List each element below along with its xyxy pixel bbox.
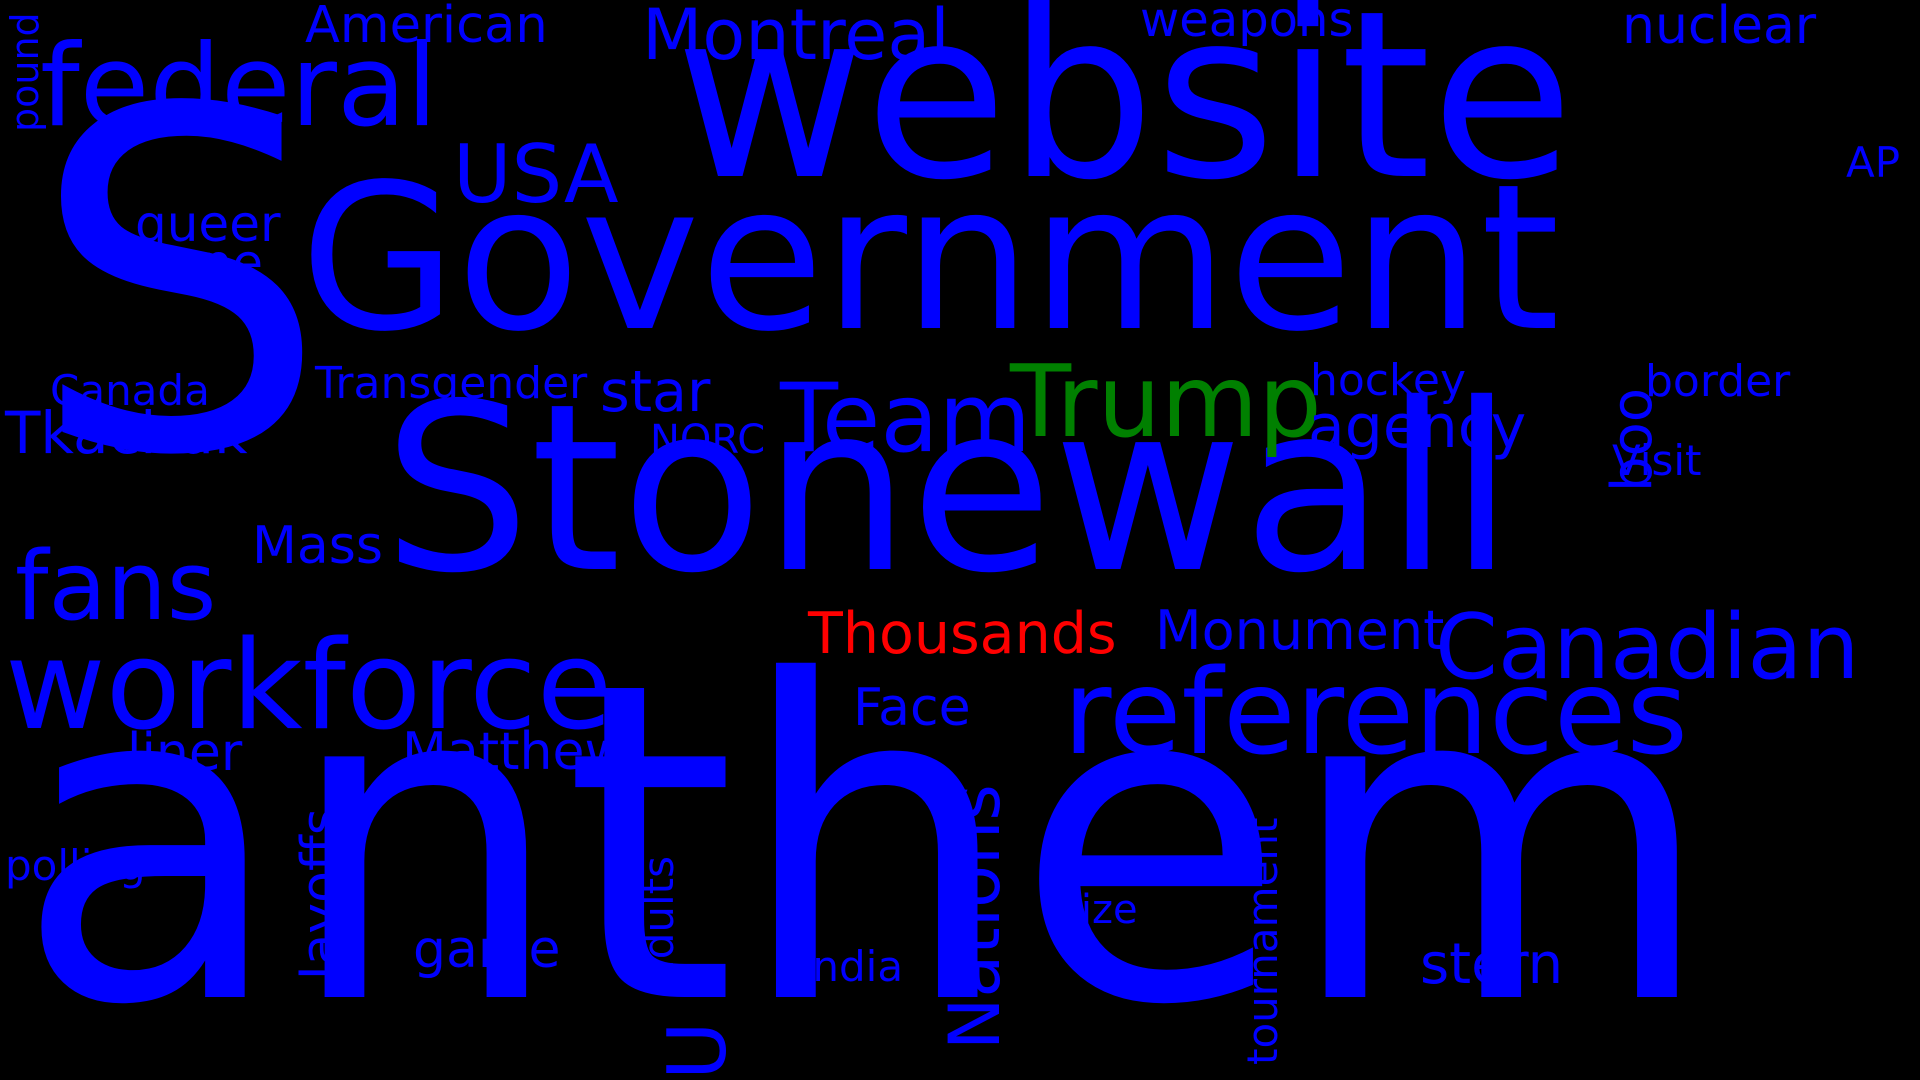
word-size: size (1060, 887, 1138, 933)
word-visit: Visit (1612, 436, 1702, 485)
word-fans: fans (15, 532, 217, 642)
word-monument: Monument (1155, 599, 1445, 662)
word-website: website (675, 0, 1574, 231)
word-star: star (600, 359, 711, 425)
word-face: Face (853, 678, 971, 738)
word-trump: Trump (1010, 343, 1322, 460)
word-norc: NORC (650, 417, 766, 463)
word-montreal: Montreal (642, 0, 950, 76)
word-canada: Canada (50, 366, 210, 415)
word-agency: agency (1308, 392, 1527, 462)
word-government: Government (300, 140, 1560, 376)
word-liner: liner (127, 723, 243, 783)
word-one: one (170, 234, 264, 292)
word-canadian: Canadian (1435, 595, 1860, 700)
word-tkachuk: Tkachuk (5, 399, 248, 467)
word-weapons: weapons (1140, 0, 1354, 48)
word-game: game (413, 920, 561, 980)
word-u: U (651, 1021, 744, 1080)
word-s: S (30, 11, 329, 558)
word-references: references (1063, 643, 1688, 781)
word-border: border (1645, 356, 1791, 407)
word-boo: boo (1600, 387, 1665, 492)
word-stonewall: Stonewall (383, 354, 1514, 624)
word-transgender: Transgender (315, 358, 588, 409)
word-workforce: workforce (5, 615, 613, 758)
word-matthew: Matthew (402, 722, 627, 782)
word-anthem: anthem (15, 589, 1715, 1080)
word-adults: adults (634, 855, 683, 985)
word-federal: federal (40, 20, 438, 152)
word-mass: Mass (252, 516, 383, 576)
word-tournament: tournament (1238, 817, 1287, 1065)
word-usa: USA (453, 128, 619, 221)
word-stern: stern (1420, 932, 1564, 997)
word-team: Team (780, 364, 1032, 474)
word-ap: AP (1846, 138, 1901, 187)
word-india: India (800, 942, 904, 991)
word-nuclear: nuclear (1622, 0, 1817, 56)
word-polling: polling (5, 841, 146, 890)
word-pound: pound (3, 12, 47, 132)
word-thousands: Thousands (808, 601, 1117, 667)
word-american: American (305, 0, 548, 55)
word-nations: Nations (934, 784, 1016, 1050)
word-layoffs: layoffs (291, 808, 351, 980)
word-queer: queer (135, 195, 281, 253)
word-hockey: hockey (1310, 355, 1467, 406)
